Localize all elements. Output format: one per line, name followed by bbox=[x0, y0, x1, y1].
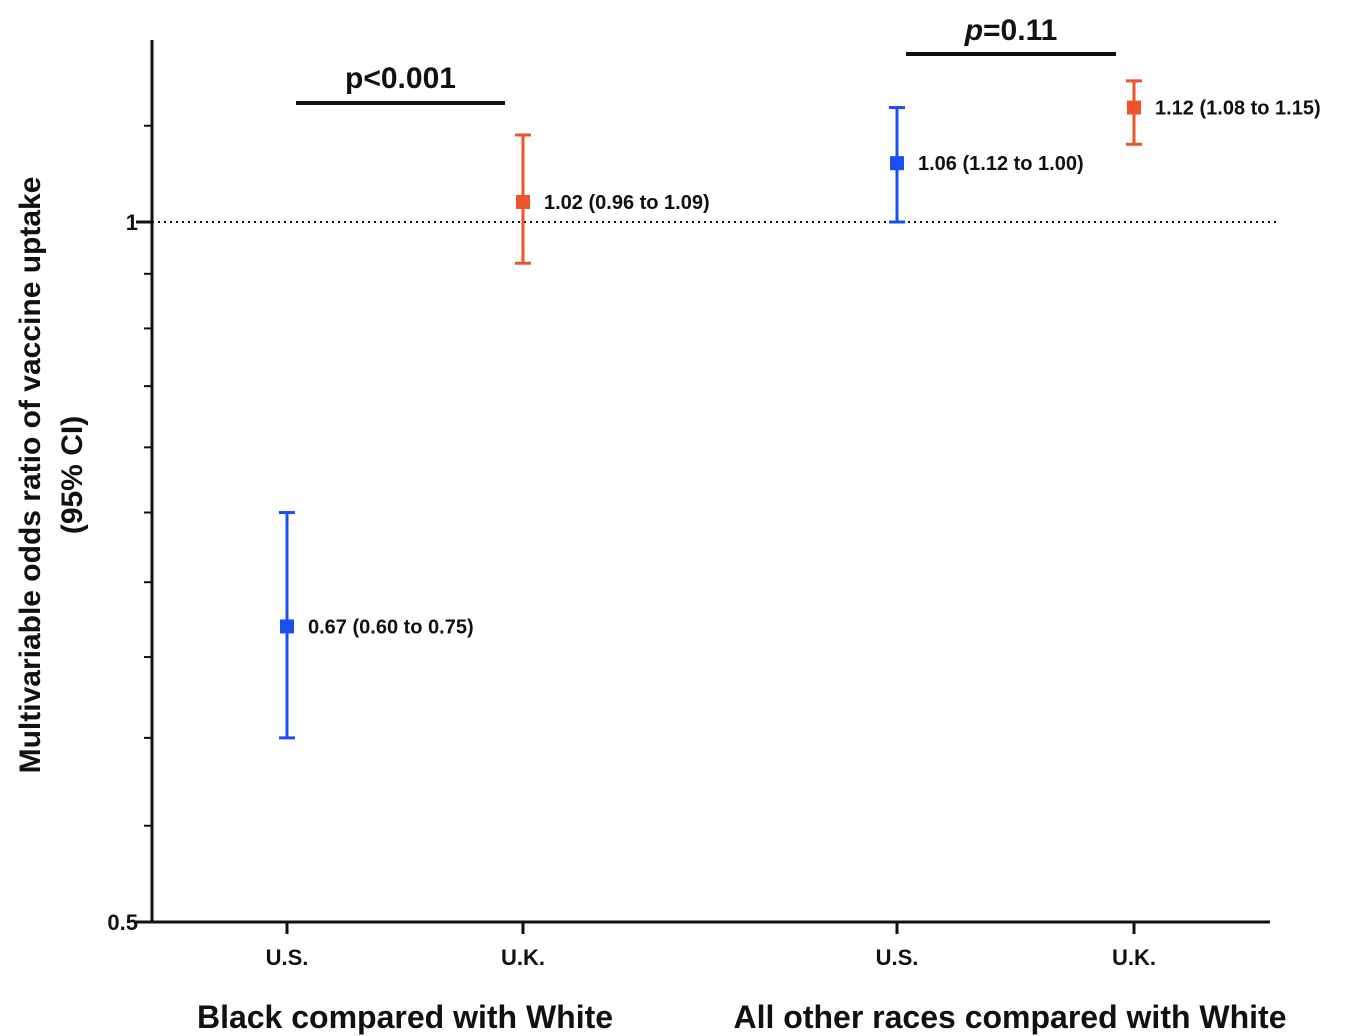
pvalue-label: p<0.001 bbox=[345, 62, 456, 95]
estimate-marker bbox=[890, 156, 904, 171]
estimate-marker bbox=[1127, 100, 1141, 115]
y-axis-title-line2: (95% CI) bbox=[56, 416, 89, 534]
data-label: 0.67 (0.60 to 0.75) bbox=[308, 616, 474, 638]
pvalue-label: p=0.11 bbox=[964, 14, 1058, 47]
data-label: 1.12 (1.08 to 1.15) bbox=[1155, 98, 1321, 120]
x-tick-label: U.S. bbox=[876, 945, 919, 970]
x-tick-label: U.K. bbox=[501, 945, 545, 970]
pvalue-rest: =0.11 bbox=[983, 14, 1057, 47]
y-axis-title: Multivariable odds ratio of vaccine upta… bbox=[14, 177, 47, 774]
data-label: 1.06 (1.12 to 1.00) bbox=[918, 153, 1084, 175]
y-tick-label: 0.5 bbox=[107, 910, 138, 935]
pvalue-italic-p: p bbox=[964, 14, 983, 47]
estimate-marker bbox=[516, 195, 530, 210]
x-tick-label: U.K. bbox=[1112, 945, 1156, 970]
group-label: All other races compared with White bbox=[734, 999, 1287, 1035]
data-label: 1.02 (0.96 to 1.09) bbox=[544, 192, 710, 214]
group-label: Black compared with White bbox=[197, 999, 613, 1035]
x-tick-label: U.S. bbox=[266, 945, 309, 970]
estimate-marker bbox=[280, 619, 294, 634]
y-tick-label: 1 bbox=[126, 210, 138, 235]
